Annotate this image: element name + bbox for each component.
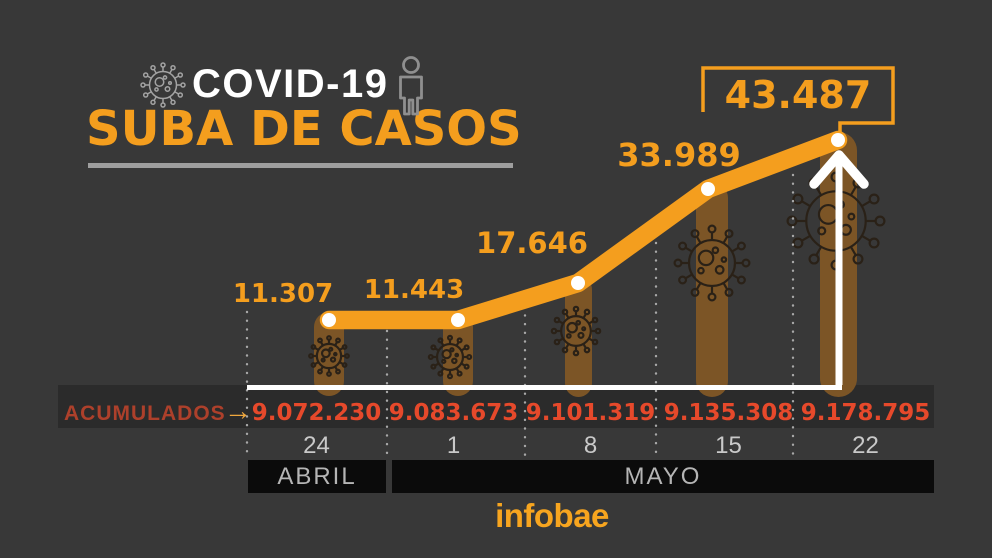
virus-icon [787, 172, 885, 270]
bar [820, 132, 857, 397]
point-label-8-mayo: 17.646 [476, 226, 588, 260]
bar [443, 312, 473, 396]
accumulated-band [58, 385, 934, 428]
highlighted-point-label: 43.487 [724, 73, 872, 117]
data-point [831, 133, 845, 147]
x-tick-day: 1 [446, 432, 461, 459]
accumulated-label: ACUMULADOS [64, 402, 226, 425]
accumulated-value: 9.101.319 [525, 400, 656, 426]
x-tick-day: 8 [583, 432, 598, 459]
virus-icon [674, 225, 750, 301]
page-subtitle: SUBA DE CASOS [86, 101, 522, 157]
page-title: COVID-19 [192, 62, 389, 106]
x-tick-day: 15 [715, 432, 742, 459]
bar-columns [314, 132, 857, 397]
bar [565, 276, 592, 397]
virus-icon [551, 306, 601, 356]
point-label-15-mayo: 33.989 [617, 136, 741, 174]
up-arrow [809, 150, 869, 385]
bar [314, 312, 344, 396]
x-tick-day: 22 [852, 432, 879, 459]
bar [696, 182, 728, 397]
accumulated-value: 9.072.230 [251, 400, 382, 426]
point-label-24-abril: 11.307 [232, 279, 334, 309]
data-point [322, 313, 336, 327]
title-underline [88, 163, 513, 168]
up-arrow-head [809, 150, 869, 189]
month-box-mayo: MAYO [392, 460, 934, 493]
infobae-logo: infobae [495, 497, 609, 534]
accumulated-value: 9.178.795 [800, 400, 931, 426]
point-label-1-mayo: 11.443 [363, 275, 465, 305]
data-point [451, 313, 465, 327]
month-box-abril: ABRIL [248, 460, 386, 493]
accumulated-value: 9.135.308 [663, 400, 794, 426]
data-point [701, 182, 715, 196]
virus-icon [428, 335, 472, 379]
x-tick-day: 24 [303, 432, 330, 459]
data-point [571, 276, 585, 290]
accumulated-value: 9.083.673 [388, 400, 519, 426]
virus-icon [308, 335, 350, 377]
